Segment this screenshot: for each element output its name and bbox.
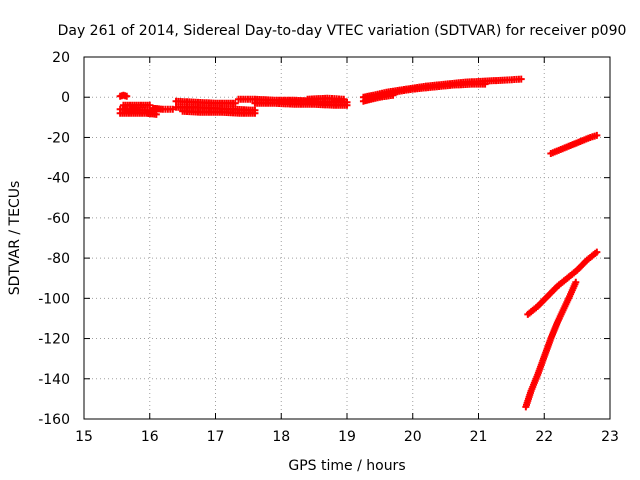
y-tick-label: -60 bbox=[47, 211, 70, 227]
series-arc-8 bbox=[179, 107, 259, 117]
data-point bbox=[481, 80, 489, 88]
axis-ticks: 15 16 17 18 19 20 21 22 23 20 0 -20 -40 -60 -80 -100 -12… bbox=[38, 50, 619, 445]
data-point bbox=[340, 95, 348, 103]
chart-title: Day 261 of 2014, Sidereal Day-to-day VTE… bbox=[58, 23, 627, 39]
grid-lines bbox=[84, 57, 610, 419]
data-point bbox=[123, 92, 131, 100]
series-arc-1 bbox=[116, 91, 131, 100]
y-tick-label: 20 bbox=[52, 50, 70, 66]
x-tick-label: 17 bbox=[207, 429, 225, 445]
series-arc-17 bbox=[524, 248, 601, 318]
plot-frame bbox=[83, 56, 611, 420]
x-tick-label: 19 bbox=[338, 429, 356, 445]
data-point bbox=[593, 131, 601, 139]
y-tick-label: 0 bbox=[61, 90, 70, 106]
data-point bbox=[572, 278, 580, 286]
y-tick-label: -140 bbox=[38, 372, 70, 388]
series-arc-18 bbox=[522, 278, 580, 411]
series-arc-3 bbox=[119, 101, 154, 109]
x-tick-label: 23 bbox=[601, 429, 619, 445]
data-point bbox=[517, 75, 525, 83]
y-tick-label: -40 bbox=[47, 171, 70, 187]
data-series bbox=[116, 75, 601, 411]
data-point bbox=[251, 109, 259, 117]
series-arc-4 bbox=[116, 109, 160, 118]
y-tick-label: -160 bbox=[38, 412, 70, 428]
x-tick-label: 15 bbox=[75, 429, 93, 445]
y-tick-label: -80 bbox=[47, 251, 70, 267]
series-arc-5 bbox=[149, 104, 177, 113]
series-arc-12 bbox=[304, 94, 348, 103]
y-tick-label: -20 bbox=[47, 130, 70, 146]
data-point bbox=[593, 248, 601, 256]
x-tick-label: 22 bbox=[535, 429, 553, 445]
x-tick-label: 20 bbox=[404, 429, 422, 445]
data-point bbox=[389, 91, 397, 99]
x-tick-label: 21 bbox=[470, 429, 488, 445]
series-arc-16 bbox=[547, 131, 601, 158]
data-point bbox=[231, 99, 239, 107]
x-axis-label: GPS time / hours bbox=[288, 458, 405, 474]
y-axis-label: SDTVAR / TECUs bbox=[7, 181, 23, 296]
y-tick-label: -100 bbox=[38, 291, 70, 307]
series-arc-15 bbox=[363, 91, 397, 104]
y-tick-label: -120 bbox=[38, 332, 70, 348]
x-tick-label: 16 bbox=[141, 429, 159, 445]
x-tick-label: 18 bbox=[272, 429, 290, 445]
